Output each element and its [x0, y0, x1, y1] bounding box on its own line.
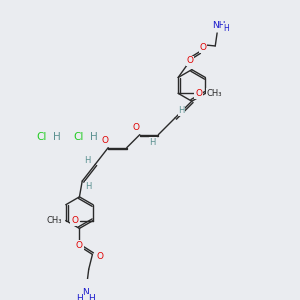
- Text: H: H: [90, 132, 98, 142]
- Text: O: O: [96, 252, 103, 261]
- Text: O: O: [200, 43, 207, 52]
- Text: O: O: [195, 89, 202, 98]
- Text: H: H: [76, 295, 83, 300]
- Text: H: H: [178, 106, 185, 115]
- Text: CH₃: CH₃: [47, 216, 62, 225]
- Text: H: H: [52, 132, 60, 142]
- Text: NH: NH: [212, 21, 226, 30]
- Text: O: O: [71, 216, 78, 225]
- Text: H: H: [85, 156, 91, 165]
- Text: O: O: [101, 136, 108, 145]
- Text: Cl: Cl: [74, 132, 84, 142]
- Text: H: H: [150, 138, 156, 147]
- Text: H: H: [88, 295, 95, 300]
- Text: Cl: Cl: [37, 132, 47, 142]
- Text: H: H: [224, 24, 229, 33]
- Text: O: O: [133, 123, 140, 132]
- Text: CH₃: CH₃: [207, 89, 222, 98]
- Text: H: H: [85, 182, 92, 191]
- Text: O: O: [76, 241, 83, 250]
- Text: O: O: [187, 56, 194, 65]
- Text: N: N: [82, 288, 88, 297]
